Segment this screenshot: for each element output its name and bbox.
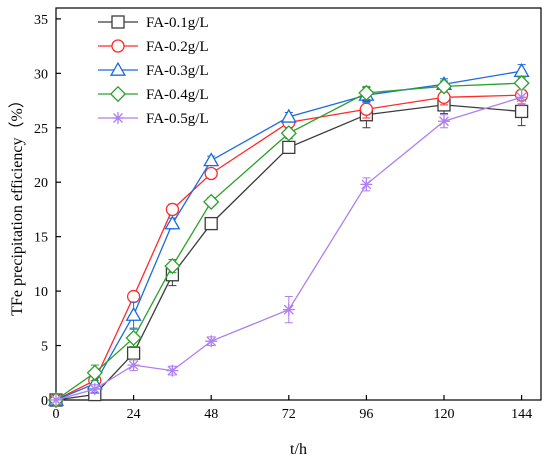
x-tick-label: 72	[282, 407, 296, 422]
data-point	[50, 394, 62, 406]
series-1	[49, 95, 529, 407]
data-point	[435, 78, 453, 95]
legend-marker	[109, 61, 127, 76]
x-tick-label: 96	[359, 407, 373, 422]
x-axis-label: t/h	[290, 441, 307, 458]
legend-marker	[112, 112, 124, 124]
data-point	[126, 289, 141, 304]
plot-frame	[55, 7, 542, 401]
data-point	[164, 215, 181, 230]
y-tick-label: 10	[34, 285, 48, 300]
x-tick-label: 0	[53, 407, 60, 422]
data-point	[360, 178, 373, 191]
data-point	[282, 303, 295, 316]
legend-label: FA-0.3g/L	[146, 63, 209, 79]
y-tick-label: 15	[34, 231, 48, 246]
data-point	[204, 166, 218, 181]
legend-marker	[111, 39, 125, 53]
data-point	[359, 102, 374, 116]
data-point	[280, 108, 297, 123]
data-point	[514, 104, 529, 119]
data-point	[515, 91, 528, 104]
data-point	[164, 257, 181, 275]
legend-marker	[109, 85, 127, 103]
data-point	[280, 125, 297, 142]
data-point	[203, 152, 220, 167]
series-5	[50, 89, 528, 406]
data-point	[358, 84, 375, 102]
y-tick-label: 25	[34, 122, 48, 137]
y-tick-label: 20	[34, 176, 48, 191]
y-tick-label: 30	[34, 67, 48, 82]
legend-item-3: FA-0.3g/L	[98, 61, 209, 79]
y-tick-label: 5	[41, 340, 48, 355]
legend-item-2: FA-0.2g/L	[98, 39, 209, 55]
legend-label: FA-0.4g/L	[146, 87, 209, 103]
data-point	[513, 62, 530, 77]
data-point	[204, 216, 218, 231]
legend-item-5: FA-0.5g/L	[98, 111, 209, 127]
legend-item-1: FA-0.1g/L	[98, 15, 209, 31]
axes: 0 24 48 72 96 120 144 0 5 10 15 20 25 30 35	[34, 7, 542, 422]
y-tick-label: 35	[34, 13, 48, 28]
data-point	[127, 359, 140, 372]
data-point	[125, 306, 142, 321]
series-4	[47, 75, 530, 409]
legend: FA-0.1g/L FA-0.2g/L FA-0.3g/L FA-0.4g/L FA-0…	[98, 15, 209, 127]
legend-label: FA-0.1g/L	[146, 15, 209, 31]
legend-item-4: FA-0.4g/L	[98, 85, 209, 103]
legend-label: FA-0.5g/L	[146, 111, 209, 127]
data-point	[513, 75, 530, 92]
data-point	[166, 364, 179, 377]
data-point	[438, 115, 450, 128]
legend-label: FA-0.2g/L	[146, 39, 209, 55]
data-point	[165, 202, 180, 217]
data-point	[205, 335, 218, 348]
series-layer	[47, 62, 530, 409]
data-point	[282, 140, 296, 155]
data-point	[86, 364, 103, 381]
y-axis-label: TFe precipitation efficiency（%）	[8, 92, 26, 316]
data-point	[203, 193, 220, 210]
data-point	[88, 383, 101, 396]
x-tick-label: 144	[511, 407, 532, 422]
legend-marker	[111, 15, 125, 29]
data-point	[125, 329, 142, 347]
x-tick-label: 24	[127, 407, 141, 422]
x-tick-label: 48	[204, 407, 218, 422]
data-point	[126, 346, 141, 360]
x-tick-label: 120	[434, 407, 455, 422]
y-tick-label: 0	[41, 394, 48, 409]
